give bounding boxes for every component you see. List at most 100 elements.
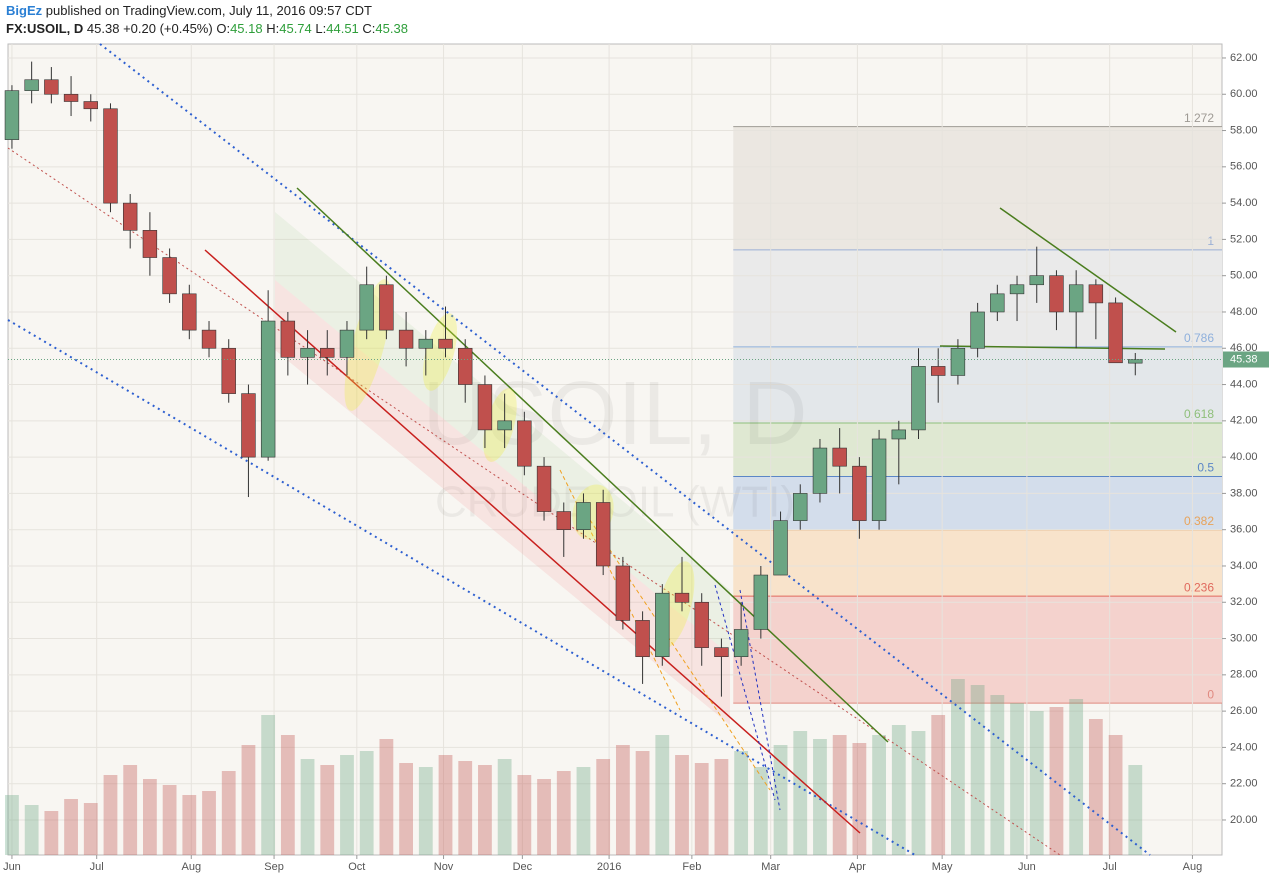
published: published on TradingView.com, July 11, 2… bbox=[45, 3, 372, 18]
x-tick-label: Dec bbox=[513, 861, 533, 873]
volume-bar bbox=[773, 745, 788, 855]
volume-bar bbox=[261, 715, 276, 855]
volume-bar bbox=[142, 779, 157, 855]
candle-body bbox=[536, 465, 552, 512]
x-tick-label: Feb bbox=[682, 861, 701, 873]
volume-bar bbox=[951, 679, 965, 855]
y-tick-label: 24.00 bbox=[1230, 741, 1258, 753]
low: 44.51 bbox=[326, 21, 359, 36]
candle-body bbox=[812, 447, 828, 494]
volume-bar bbox=[675, 755, 689, 855]
volume-bar bbox=[970, 685, 985, 855]
volume-bar bbox=[990, 695, 1005, 855]
x-tick-label: 2016 bbox=[597, 861, 621, 873]
volume-bar bbox=[320, 765, 335, 855]
candle-body bbox=[458, 347, 473, 385]
candle-body bbox=[1029, 275, 1044, 286]
candle-body bbox=[793, 493, 808, 521]
x-tick-label: Apr bbox=[849, 861, 866, 873]
volume-bar bbox=[280, 735, 295, 855]
volume-bar bbox=[655, 735, 670, 855]
fib-label: 0 bbox=[1207, 687, 1214, 701]
candle-body bbox=[44, 79, 59, 95]
h-label: H: bbox=[266, 21, 280, 36]
trend-upper bbox=[99, 43, 1151, 856]
volume-bar bbox=[64, 799, 78, 855]
x-tick-label: Jun bbox=[3, 861, 21, 873]
y-tick-label: 50.00 bbox=[1230, 270, 1258, 282]
candle-body bbox=[556, 511, 571, 530]
volume-bar bbox=[596, 759, 611, 855]
last-price-tag bbox=[1223, 351, 1269, 368]
volume-bar bbox=[300, 759, 315, 855]
candle-body bbox=[950, 347, 966, 376]
candle-body bbox=[221, 347, 236, 394]
y-tick-label: 46.00 bbox=[1230, 342, 1258, 354]
volume-bar bbox=[1029, 711, 1044, 855]
close: 45.38 bbox=[375, 21, 408, 36]
candle-body bbox=[911, 366, 926, 431]
x-tick-label: Jul bbox=[1103, 861, 1117, 873]
trend-green bbox=[296, 187, 889, 743]
candle-body bbox=[320, 347, 335, 358]
fib-label: 1 bbox=[1207, 234, 1214, 248]
candle-body bbox=[714, 647, 729, 657]
y-tick-label: 36.00 bbox=[1230, 524, 1258, 536]
candle-body bbox=[359, 284, 374, 331]
candles bbox=[4, 61, 1143, 697]
header: BigEz published on TradingView.com, July… bbox=[6, 2, 408, 38]
candle-body bbox=[418, 338, 434, 349]
volume-bar bbox=[83, 803, 98, 855]
volume-bar bbox=[221, 771, 236, 855]
y-tick-label: 58.00 bbox=[1230, 124, 1258, 136]
candle-body bbox=[83, 101, 98, 110]
volume-bar bbox=[1049, 707, 1064, 855]
candle-body bbox=[339, 329, 355, 358]
fib-label: 1.272 bbox=[1184, 111, 1214, 125]
volume-bar bbox=[458, 761, 473, 855]
y-tick-label: 38.00 bbox=[1230, 487, 1258, 499]
volume-bar bbox=[340, 755, 354, 855]
candle-body bbox=[1009, 284, 1025, 295]
y-tick-label: 60.00 bbox=[1230, 88, 1258, 100]
fib-label: 0.618 bbox=[1184, 407, 1214, 421]
candle-body bbox=[990, 293, 1005, 313]
candle-body bbox=[142, 230, 158, 258]
fib-zone bbox=[733, 530, 1222, 597]
candle-body bbox=[615, 565, 631, 621]
volume-bar bbox=[891, 725, 906, 855]
volume-bar bbox=[931, 715, 946, 855]
volume-bar bbox=[1108, 735, 1123, 855]
volume-bar bbox=[793, 731, 808, 855]
volume-bar bbox=[182, 795, 197, 855]
volume-bar bbox=[615, 745, 630, 855]
candle-body bbox=[852, 465, 867, 521]
candle-body bbox=[595, 502, 611, 567]
x-tick-label: Mar bbox=[761, 861, 780, 873]
volume-bar bbox=[379, 739, 394, 855]
candle-body bbox=[1128, 359, 1143, 364]
candle-body bbox=[497, 420, 512, 431]
y-tick-label: 54.00 bbox=[1230, 197, 1258, 209]
x-tick-label: Jun bbox=[1018, 861, 1036, 873]
publish-line: BigEz published on TradingView.com, July… bbox=[6, 2, 408, 20]
volume-bar bbox=[832, 735, 847, 855]
fib-label: 0.236 bbox=[1184, 580, 1214, 594]
x-tick-label: Aug bbox=[181, 861, 201, 873]
fib-zone bbox=[733, 126, 1222, 250]
candle-body bbox=[832, 447, 847, 467]
y-tick-label: 42.00 bbox=[1230, 415, 1258, 427]
y-tick-label: 28.00 bbox=[1230, 669, 1258, 681]
x-tick-label: Nov bbox=[434, 861, 454, 873]
candle-body bbox=[674, 592, 690, 603]
author[interactable]: BigEz bbox=[6, 3, 43, 18]
candle-body bbox=[4, 90, 20, 140]
dashed-blue bbox=[714, 584, 776, 801]
y-tick-label: 40.00 bbox=[1230, 451, 1258, 463]
candle-body bbox=[122, 202, 138, 231]
y-tick-label: 30.00 bbox=[1230, 632, 1258, 644]
high: 45.74 bbox=[279, 21, 312, 36]
volume bbox=[5, 679, 1143, 855]
volume-bar bbox=[635, 751, 650, 855]
volume-bar bbox=[478, 765, 492, 855]
